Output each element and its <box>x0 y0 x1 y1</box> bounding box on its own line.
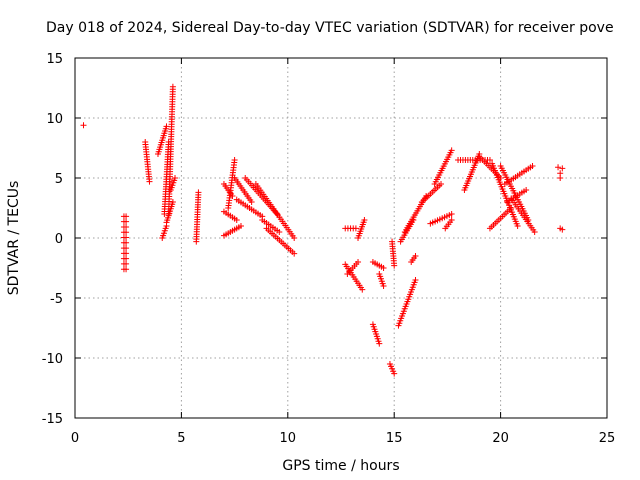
grid <box>75 58 607 418</box>
data-point <box>559 226 566 233</box>
x-tick-label: 0 <box>71 431 79 446</box>
data-point <box>555 164 562 171</box>
data-point <box>163 123 170 130</box>
data-point <box>559 165 566 172</box>
data-point <box>123 234 130 241</box>
y-tick-label: -10 <box>42 352 63 367</box>
data-point <box>448 217 455 223</box>
y-tick-label: 15 <box>46 52 63 67</box>
y-tick-label: 10 <box>46 112 63 127</box>
plot-frame <box>74 57 608 419</box>
data-point <box>146 178 153 185</box>
data-point <box>123 229 130 236</box>
data-point <box>391 370 398 377</box>
x-tick-label: 10 <box>280 431 297 446</box>
data-point <box>123 260 130 267</box>
y-tick-label: -15 <box>42 412 63 427</box>
y-tick-label: -5 <box>50 292 63 307</box>
data-point <box>195 189 202 196</box>
data-point <box>123 239 130 246</box>
x-tick-label: 15 <box>386 431 403 446</box>
data-point <box>438 181 445 187</box>
y-axis-title: SDTVAR / TECUs <box>6 181 22 296</box>
data-point <box>172 175 179 181</box>
data-point <box>423 193 430 199</box>
data-point <box>380 265 387 271</box>
data-point <box>380 283 387 289</box>
data-point <box>531 229 538 235</box>
y-tick-label: 5 <box>55 172 63 187</box>
data-point <box>557 175 564 181</box>
x-tick-label: 5 <box>177 431 185 446</box>
data-point <box>276 229 283 235</box>
chart-title: Day 018 of 2024, Sidereal Day-to-day VTE… <box>46 20 614 36</box>
data-point <box>355 259 362 265</box>
data-point <box>169 83 176 90</box>
data-point <box>123 213 130 220</box>
axis-ticks: 0 5 10 15 20 25 -15 -10 -5 0 5 10 15 <box>42 52 616 446</box>
data-point <box>237 223 244 229</box>
data-point <box>529 163 536 169</box>
data-point <box>412 277 419 283</box>
data-point <box>391 262 398 269</box>
data-point <box>359 286 366 293</box>
x-tick-label: 25 <box>599 431 616 446</box>
data-point <box>169 199 176 205</box>
data-point <box>123 266 130 273</box>
data-point <box>514 223 521 229</box>
data-point <box>448 147 455 154</box>
data-point <box>291 235 298 241</box>
data-point <box>123 250 130 257</box>
y-tick-label: 0 <box>55 232 63 247</box>
data-point <box>412 253 419 259</box>
data-point <box>231 157 238 163</box>
x-axis-title: GPS time / hours <box>282 458 399 474</box>
data-point <box>248 199 255 205</box>
data-points <box>80 83 566 377</box>
data-point <box>376 340 383 347</box>
data-point <box>508 205 515 211</box>
data-point <box>123 255 130 262</box>
data-point <box>448 211 455 217</box>
data-point <box>123 218 130 225</box>
data-point <box>361 217 368 223</box>
data-point <box>523 187 530 193</box>
data-point <box>80 122 87 129</box>
data-point <box>123 245 130 252</box>
data-point <box>291 250 298 257</box>
data-point <box>123 223 130 230</box>
data-point <box>352 225 359 232</box>
data-point <box>233 217 240 223</box>
data-point <box>486 157 493 163</box>
x-tick-label: 20 <box>492 431 509 446</box>
